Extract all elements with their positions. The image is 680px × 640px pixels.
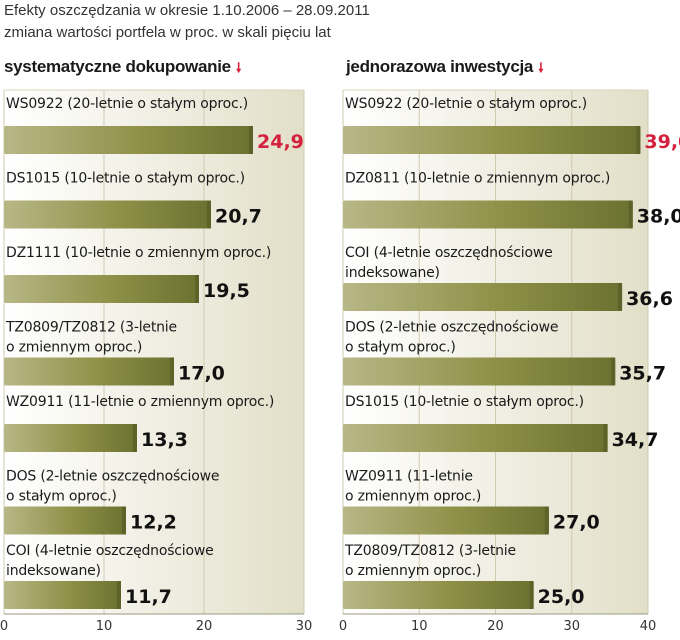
panel-left-bar-edge <box>170 357 174 386</box>
panel-left-bar <box>4 581 121 609</box>
panel-right-value-label: 35,7 <box>619 363 666 385</box>
panel-right-category-label: indeksowane) <box>345 265 440 281</box>
panel-left-value-label: 19,5 <box>203 280 250 302</box>
panel-left-tick-label: 10 <box>96 619 113 634</box>
chart-title: Efekty oszczędzania w okresie 1.10.2006 … <box>4 2 370 19</box>
panel-right-bar <box>343 200 633 229</box>
panel-right-tick-label: 0 <box>339 619 347 634</box>
panel-right-category-label: TZ0809/TZ0812 (3-letnie <box>344 543 516 559</box>
down-arrow-icon: 🠗 <box>538 60 544 75</box>
panel-right-bar-edge <box>618 283 623 311</box>
panel-left-category-label: indeksowane) <box>6 563 101 579</box>
panel-left-value-label: 11,7 <box>125 586 172 608</box>
panel-right-category-label: WS0922 (20-letnie o stałym oproc.) <box>345 96 587 112</box>
panel-left-category-label: o zmiennym oproc.) <box>6 340 142 356</box>
panel-right-bar-edge <box>603 424 608 452</box>
panel-right-bar-edge <box>611 357 616 386</box>
panel-right-bar <box>343 283 623 311</box>
panel-right-category-label: o zmiennym oproc.) <box>345 563 481 579</box>
panel-left-bar-edge <box>122 506 126 535</box>
panel-right-category-label: DZ0811 (10-letnie o zmiennym oproc.) <box>345 171 610 187</box>
panel-left-bar-edge <box>117 581 121 609</box>
panel-right-category-label: DS1015 (10-letnie o stałym oproc.) <box>345 394 584 410</box>
panel-right-bar <box>343 357 616 386</box>
panel-left-tick-label: 30 <box>296 619 313 634</box>
panel-left-value-label: 13,3 <box>141 429 188 451</box>
panel-right-category-label: COI (4-letnie oszczędnościowe <box>345 245 553 261</box>
panel-title-right: jednorazowa inwestycja 🠗 <box>346 56 544 79</box>
panel-title-left-text: systematyczne dokupowanie <box>4 57 231 76</box>
panel-left-bar <box>4 200 211 229</box>
panel-left-category-label: COI (4-letnie oszczędnościowe <box>6 543 214 559</box>
panel-right-bar <box>343 424 608 452</box>
panel-left-category-label: DZ1111 (10-letnie o zmiennym oproc.) <box>6 245 271 261</box>
panel-left-tick-label: 20 <box>196 619 213 634</box>
panel-left-bar <box>4 126 253 154</box>
panel-right-bar-edge <box>636 126 641 154</box>
panel-left-tick-label: 0 <box>0 619 8 634</box>
panel-left-bar <box>4 275 199 303</box>
panel-right-bar <box>343 506 549 535</box>
panel-left-category-label: o stałym oproc.) <box>6 489 117 505</box>
panel-right-tick-label: 40 <box>640 619 657 634</box>
panel-right-value-label: 27,0 <box>553 512 600 534</box>
panel-right-bar-edge <box>544 506 549 535</box>
panel-right-tick-label: 20 <box>487 619 504 634</box>
panel-left-category-label: WZ0911 (11-letnie o zmiennym oproc.) <box>6 394 274 410</box>
panel-right-value-label: 36,6 <box>626 288 673 310</box>
panel-right-value-label: 34,7 <box>612 429 659 451</box>
panel-right-category-label: WZ0911 (11-letnie <box>345 469 473 485</box>
panel-left-value-label: 17,0 <box>178 363 225 385</box>
chart-subtitle: zmiana wartości portfela w proc. w skali… <box>4 24 331 41</box>
panel-left-bar-edge <box>195 275 199 303</box>
down-arrow-icon: 🠗 <box>235 60 242 75</box>
panel-right-value-label: 25,0 <box>538 586 585 608</box>
panel-right-bar <box>343 126 641 154</box>
panel-left-value-label: 24,9 <box>257 131 304 153</box>
panel-left-category-label: WS0922 (20-letnie o stałym oproc.) <box>6 96 248 112</box>
panel-right-bar-edge <box>628 200 633 229</box>
panel-right-value-label: 38,0 <box>637 206 680 228</box>
panel-title-right-text: jednorazowa inwestycja <box>346 57 534 76</box>
panel-right-bar <box>343 581 534 609</box>
panel-right-tick-label: 10 <box>411 619 428 634</box>
panel-left-category-label: TZ0809/TZ0812 (3-letnie <box>5 320 177 336</box>
panel-left-bar-edge <box>249 126 253 154</box>
panel-left-bar <box>4 357 174 386</box>
panel-left-bar <box>4 424 137 452</box>
panel-left-category-label: DOS (2-letnie oszczędnościowe <box>6 469 219 485</box>
panel-right-tick-label: 30 <box>563 619 580 634</box>
panel-title-left: systematyczne dokupowanie 🠗 <box>4 56 241 79</box>
panel-right-bar-edge <box>529 581 534 609</box>
panel-left-value-label: 20,7 <box>215 206 262 228</box>
panel-right-category-label: o zmiennym oproc.) <box>345 489 481 505</box>
panel-right-value-label: 39,0 <box>644 131 680 153</box>
panel-left-bar-edge <box>133 424 137 452</box>
panel-left-category-label: DS1015 (10-letnie o stałym oproc.) <box>6 171 245 187</box>
panel-right-category-label: o stałym oproc.) <box>345 340 456 356</box>
panel-left-bar <box>4 506 126 535</box>
panel-left-bar-edge <box>207 200 211 229</box>
panel-left-value-label: 12,2 <box>130 512 177 534</box>
panel-right-category-label: DOS (2-letnie oszczędnościowe <box>345 320 558 336</box>
